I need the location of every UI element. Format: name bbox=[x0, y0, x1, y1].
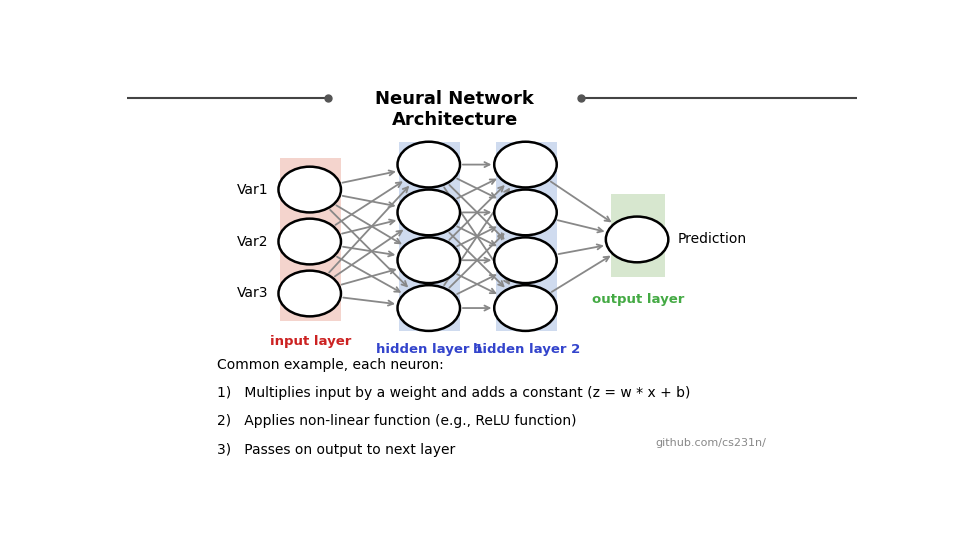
Text: 2)   Applies non-linear function (e.g., ReLU function): 2) Applies non-linear function (e.g., Re… bbox=[217, 415, 576, 428]
Ellipse shape bbox=[397, 141, 460, 187]
Text: 1)   Multiplies input by a weight and adds a constant (z = w * x + b): 1) Multiplies input by a weight and adds… bbox=[217, 386, 690, 400]
Ellipse shape bbox=[397, 238, 460, 283]
Text: Prediction: Prediction bbox=[678, 232, 747, 246]
Ellipse shape bbox=[606, 217, 668, 262]
Text: Neural Network
Architecture: Neural Network Architecture bbox=[375, 90, 534, 129]
Text: 3)   Passes on output to next layer: 3) Passes on output to next layer bbox=[217, 443, 455, 457]
Bar bbox=[280, 158, 341, 321]
Text: github.com/cs231n/: github.com/cs231n/ bbox=[656, 438, 766, 448]
Ellipse shape bbox=[494, 285, 557, 331]
Bar bbox=[611, 194, 664, 277]
Ellipse shape bbox=[494, 238, 557, 283]
Bar bbox=[495, 141, 557, 331]
Text: hidden layer 1: hidden layer 1 bbox=[376, 343, 483, 356]
Text: input layer: input layer bbox=[270, 335, 351, 348]
Ellipse shape bbox=[278, 271, 341, 316]
Text: Var2: Var2 bbox=[237, 234, 269, 248]
Ellipse shape bbox=[397, 190, 460, 235]
Text: Var1: Var1 bbox=[237, 183, 269, 197]
Ellipse shape bbox=[494, 141, 557, 187]
Text: output layer: output layer bbox=[591, 294, 684, 307]
Ellipse shape bbox=[494, 190, 557, 235]
Text: hidden layer 2: hidden layer 2 bbox=[472, 343, 580, 356]
Text: Common example, each neuron:: Common example, each neuron: bbox=[217, 358, 444, 372]
Ellipse shape bbox=[278, 219, 341, 265]
Ellipse shape bbox=[278, 167, 341, 212]
Ellipse shape bbox=[397, 285, 460, 331]
Text: Var3: Var3 bbox=[237, 287, 269, 300]
Bar bbox=[399, 141, 460, 331]
